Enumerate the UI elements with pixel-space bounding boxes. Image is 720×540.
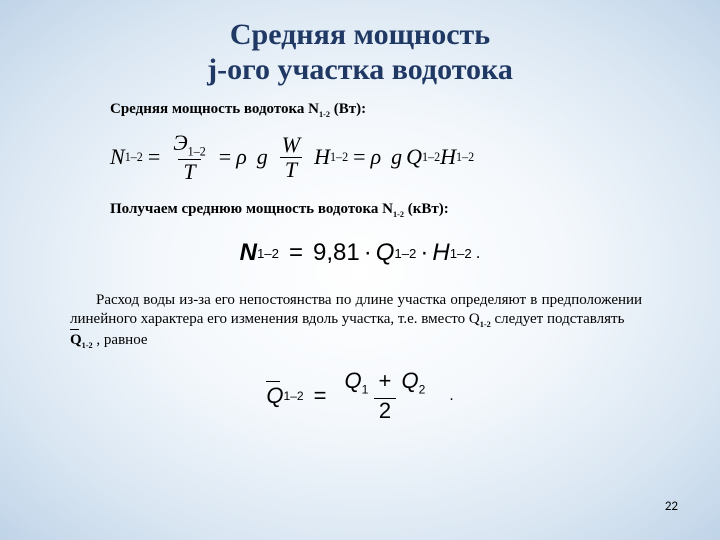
eq2-Qsub: 1–2 bbox=[394, 246, 416, 261]
eq2-Q: Q bbox=[376, 239, 395, 267]
eq1-Esub: 1–2 bbox=[188, 144, 206, 158]
eq1-E: Э bbox=[173, 130, 187, 155]
eq2-Hsub: 1–2 bbox=[450, 246, 472, 261]
sub2-suffix: (кВт): bbox=[404, 201, 449, 217]
para-qbar-sub: 1-2 bbox=[82, 341, 93, 350]
equation-1: N1–2 = Э1–2 T = ρ g W T H1–2 = ρ g Q1–2 … bbox=[110, 131, 720, 183]
para-l2a: определяют в предположении bbox=[450, 292, 642, 308]
eq1-H: H bbox=[314, 144, 330, 170]
sub1-prefix: Средняя мощность водотока N bbox=[110, 101, 319, 117]
eq2-eq: = bbox=[289, 239, 303, 267]
para-l3a: изменения вдоль участка, т.е. вместо Q bbox=[231, 311, 480, 327]
sub1-suffix: (Вт): bbox=[330, 101, 366, 117]
equation-3: Q1–2 = Q1 + Q2 2 . bbox=[0, 369, 720, 421]
eq3-Qb: Q bbox=[402, 368, 419, 393]
eq1-Qsub: 1–2 bbox=[422, 150, 440, 165]
eq1-g2: g bbox=[391, 144, 402, 170]
sub1-subscript: 1-2 bbox=[319, 110, 330, 119]
eq3-plus: + bbox=[379, 368, 392, 393]
para-l3b: следует подставлять bbox=[491, 311, 625, 327]
sub2-subscript: 1-2 bbox=[393, 210, 404, 219]
eq1-rho: ρ bbox=[236, 144, 247, 170]
eq1-T1: T bbox=[178, 159, 200, 183]
eq3-end: . bbox=[449, 387, 453, 405]
title-line-1: Средняя мощность bbox=[0, 18, 720, 53]
eq1-frac1: Э1–2 T bbox=[168, 131, 211, 183]
eq2-N: N bbox=[240, 239, 257, 267]
eq1-eq1: = bbox=[148, 144, 160, 170]
title-line-2: j-ого участка водотока bbox=[0, 53, 720, 88]
eq1-H2sub: 1–2 bbox=[456, 150, 474, 165]
page-number: 22 bbox=[665, 499, 678, 514]
eq3-Qbar-sym: Q bbox=[266, 383, 283, 408]
sub2-prefix: Получаем среднюю мощность водотока N bbox=[110, 201, 393, 217]
eq2-dot2: · bbox=[420, 239, 428, 267]
eq1-frac2: W T bbox=[277, 133, 305, 181]
eq2-coef: 9,81 bbox=[313, 239, 360, 267]
eq2-H: H bbox=[432, 239, 449, 267]
eq3-Qasub: 1 bbox=[362, 383, 369, 397]
eq1-W: W bbox=[277, 133, 305, 157]
eq1-Hsub: 1–2 bbox=[330, 150, 348, 165]
eq1-N: N bbox=[110, 144, 125, 170]
eq2-end: . bbox=[476, 243, 481, 263]
eq3-Qbarsub: 1–2 bbox=[283, 389, 303, 403]
eq1-Nsub: 1–2 bbox=[125, 150, 143, 165]
para-l3sub: 1-2 bbox=[480, 320, 491, 329]
subheading-1: Средняя мощность водотока N1-2 (Вт): bbox=[110, 101, 720, 119]
eq3-Qbsub: 2 bbox=[419, 383, 426, 397]
para-qbar-Q: Q bbox=[70, 332, 82, 348]
equation-2: N1–2 = 9,81 · Q1–2 · H1–2 . bbox=[0, 239, 720, 267]
eq1-T2: T bbox=[280, 157, 302, 181]
para-qbar: Q bbox=[70, 331, 82, 350]
para-l2b: линейного характера его bbox=[70, 311, 227, 327]
eq1-H2: H bbox=[440, 144, 456, 170]
para-l1: Расход воды из-за его непостоянства по д… bbox=[96, 292, 446, 308]
eq1-eq3: = bbox=[353, 144, 365, 170]
body-paragraph: Расход воды из-за его непостоянства по д… bbox=[70, 291, 650, 351]
eq3-Qbar: Q bbox=[266, 383, 283, 409]
eq3-frac: Q1 + Q2 2 bbox=[340, 369, 431, 421]
eq3-eq: = bbox=[314, 383, 327, 409]
eq1-g1: g bbox=[257, 144, 268, 170]
slide: Средняя мощность j-ого участка водотока … bbox=[0, 0, 720, 540]
eq1-Q: Q bbox=[406, 144, 422, 170]
eq2-Nsub: 1–2 bbox=[257, 246, 279, 261]
para-tail: , равное bbox=[93, 332, 148, 348]
eq1-eq2: = bbox=[219, 144, 231, 170]
eq1-rho2: ρ bbox=[371, 144, 382, 170]
slide-title: Средняя мощность j-ого участка водотока bbox=[0, 0, 720, 87]
eq3-Qa: Q bbox=[345, 368, 362, 393]
subheading-2: Получаем среднюю мощность водотока N1-2 … bbox=[110, 201, 720, 219]
eq2-dot1: · bbox=[364, 239, 372, 267]
eq3-den: 2 bbox=[374, 398, 396, 422]
